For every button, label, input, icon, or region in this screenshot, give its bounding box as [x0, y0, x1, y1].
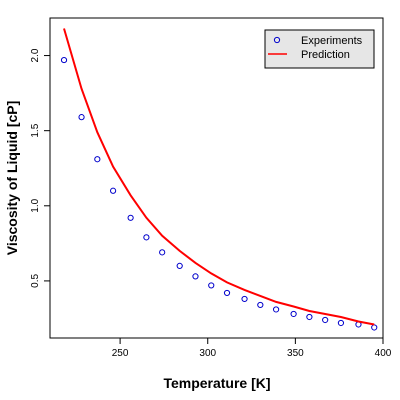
- experiment-point: [223, 289, 231, 297]
- experiment-point: [159, 249, 166, 256]
- experiment-point: [127, 214, 134, 221]
- x-tick-label: 250: [112, 348, 129, 359]
- experiment-point: [272, 306, 280, 313]
- prediction-line: [63, 28, 375, 326]
- experiment-point: [322, 316, 329, 324]
- plot-frame: [49, 17, 384, 339]
- x-axis-title: Temperature [K]: [163, 375, 270, 391]
- legend-prediction-label: Prediction: [301, 49, 350, 61]
- experiment-point: [371, 324, 378, 331]
- y-tick-label: 1.5: [30, 123, 41, 137]
- y-tick-label: 0.5: [30, 274, 41, 288]
- y-tick-label: 2.0: [30, 48, 41, 62]
- axis-layer: 250 300 350 400 0.5 1.0 1.5 2.0: [30, 48, 392, 359]
- experiment-point: [60, 56, 68, 64]
- experiment-point: [143, 234, 150, 241]
- legend: Experiments Prediction: [264, 29, 375, 69]
- data-layer: [60, 28, 378, 331]
- legend-experiments-label: Experiments: [301, 35, 363, 47]
- experiment-point: [192, 273, 199, 280]
- experiment-point: [337, 319, 345, 327]
- experiment-point: [109, 187, 117, 194]
- x-tick-label: 300: [199, 348, 216, 359]
- x-tick-label: 350: [287, 348, 304, 359]
- y-tick-label: 1.0: [30, 198, 41, 212]
- experiment-point: [176, 262, 183, 269]
- legend-box: [264, 29, 375, 69]
- experiment-point: [290, 310, 297, 318]
- experiment-point: [257, 301, 264, 309]
- experiment-point: [94, 156, 101, 163]
- y-axis-title: Viscosity of Liquid [cP]: [4, 101, 20, 256]
- experiment-point: [78, 114, 85, 121]
- experiment-point: [208, 282, 215, 289]
- x-tick-label: 400: [375, 348, 392, 359]
- experiment-point: [241, 295, 248, 303]
- legend-experiments-marker: [273, 36, 281, 44]
- experiment-point: [306, 313, 313, 321]
